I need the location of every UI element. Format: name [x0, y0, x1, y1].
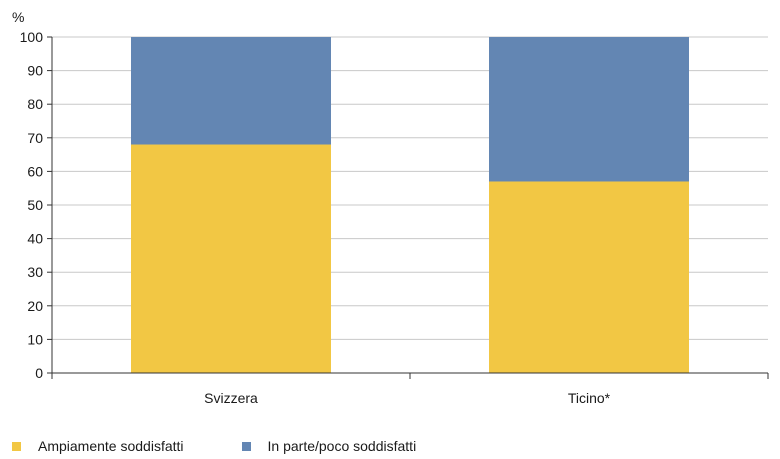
x-category-label: Svizzera — [204, 390, 258, 406]
y-tick-label: 30 — [27, 264, 43, 280]
y-tick-label: 0 — [35, 365, 43, 381]
y-axis-unit-label: % — [12, 9, 24, 25]
y-tick-label: 40 — [27, 231, 43, 247]
bars — [131, 37, 689, 373]
y-tick-label: 10 — [27, 331, 43, 347]
y-tick-label: 70 — [27, 130, 43, 146]
y-tick-label: 60 — [27, 163, 43, 179]
legend-label-series-1: In parte/poco soddisfatti — [267, 438, 417, 454]
legend-swatch-series-1 — [241, 441, 251, 451]
y-tick-labels: 0 10 20 30 40 50 60 70 80 90 100 — [20, 29, 44, 381]
bar-in-parte-0 — [131, 37, 331, 145]
x-category-labels: Svizzera Ticino* — [204, 390, 611, 406]
y-tick-label: 100 — [20, 29, 44, 45]
bar-ampiamente-1 — [489, 181, 689, 373]
stacked-bar-chart: 0 10 20 30 40 50 60 70 80 90 100 Svizzera Ticino* % — [12, 9, 769, 406]
legend-swatch-series-0 — [12, 441, 21, 451]
legend: Ampiamente soddisfatti In parte/poco sod… — [12, 438, 474, 454]
legend-item-series-1: In parte/poco soddisfatti — [241, 438, 417, 454]
y-tick-label: 80 — [27, 96, 43, 112]
bar-ampiamente-0 — [131, 144, 331, 373]
bar-in-parte-1 — [489, 37, 689, 182]
y-tick-label: 20 — [27, 298, 43, 314]
y-tick-label: 50 — [27, 197, 43, 213]
y-tick-label: 90 — [27, 63, 43, 79]
x-category-label: Ticino* — [568, 390, 611, 406]
legend-label-series-0: Ampiamente soddisfatti — [38, 438, 184, 454]
axes — [47, 36, 769, 379]
legend-item-series-0: Ampiamente soddisfatti — [12, 438, 184, 454]
